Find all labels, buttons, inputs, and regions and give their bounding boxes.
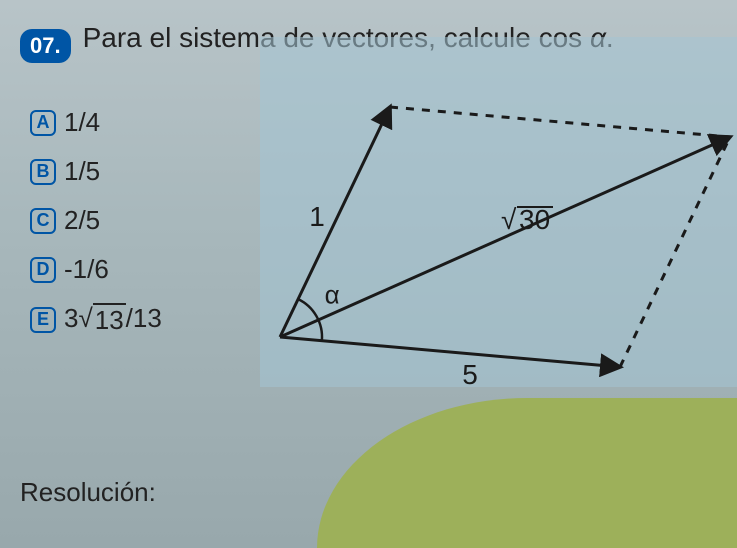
sqrt-radicand: 30 <box>519 204 550 235</box>
label-angle: α <box>325 279 340 309</box>
diagram-svg: 1 5 α √ 30 <box>220 77 737 417</box>
vector-diagram: 1 5 α √ 30 <box>220 77 737 422</box>
option-e-radicand: 13 <box>93 303 126 336</box>
label-resultant: √ 30 <box>501 204 553 235</box>
option-text: 1/5 <box>64 156 100 187</box>
option-letter: D <box>30 257 56 283</box>
resolution-label: Resolución: <box>20 477 156 508</box>
dashed-right <box>620 137 730 367</box>
option-text: -1/6 <box>64 254 109 285</box>
option-letter: B <box>30 159 56 185</box>
option-b: B 1/5 <box>30 156 220 187</box>
option-letter: E <box>30 307 56 333</box>
sqrt-symbol: √ <box>501 204 517 235</box>
label-side-b: 5 <box>462 359 478 390</box>
vector-resultant <box>280 137 730 337</box>
option-letter: C <box>30 208 56 234</box>
angle-arc <box>298 299 322 341</box>
option-letter: A <box>30 110 56 136</box>
option-d: D -1/6 <box>30 254 220 285</box>
options-list: A 1/4 B 1/5 C 2/5 D -1/6 E 3√13/13 <box>20 77 220 354</box>
option-e-prefix: 3 <box>64 303 78 333</box>
option-text: 3√13/13 <box>64 303 162 336</box>
option-a: A 1/4 <box>30 107 220 138</box>
label-side-a: 1 <box>309 201 325 232</box>
option-e-suffix: /13 <box>126 303 162 333</box>
option-text: 2/5 <box>64 205 100 236</box>
option-text: 1/4 <box>64 107 100 138</box>
sqrt-icon: √13 <box>78 303 125 336</box>
question-number: 07. <box>20 29 71 63</box>
vector-b <box>280 337 620 367</box>
option-e: E 3√13/13 <box>30 303 220 336</box>
option-c: C 2/5 <box>30 205 220 236</box>
dashed-top <box>390 107 730 137</box>
